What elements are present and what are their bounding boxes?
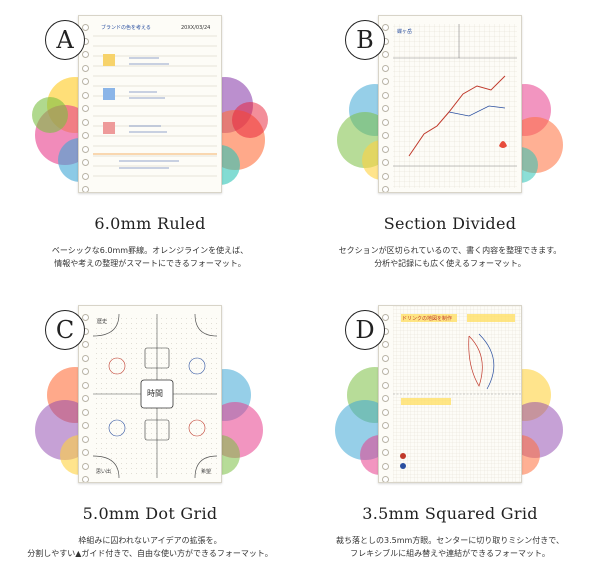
format-letter-badge: B [345, 20, 385, 60]
ruled-lines [93, 35, 217, 177]
description-line-1: ベーシックな6.0mm罫線。オレンジラインを使えば、 [51, 246, 249, 255]
panel-c: C 時間 歴史 思い出 希望 5.0mm Dot Grid 枠組みに囚われないア… [0, 290, 300, 580]
format-title: 6.0mm Ruled [94, 214, 206, 233]
format-letter-badge: D [345, 310, 385, 350]
page-heading: ブランドの色を考える [101, 25, 151, 31]
format-description: 裁ち落としの3.5mm方眼。センターに切り取りミシン付きで、 フレキシブルに組み… [300, 534, 600, 560]
binder-holes [82, 24, 89, 192]
binder-holes [82, 314, 89, 482]
description-line-1: セクションが区切られているので、書く内容を整理できます。 [338, 246, 562, 255]
section-grid [393, 24, 517, 188]
format-letter-badge: C [45, 310, 85, 350]
notebook-page-section: 蝶ヶ岳 [378, 15, 522, 193]
corner-label-bottom-right: 希望 [201, 469, 212, 475]
format-description: ベーシックな6.0mm罫線。オレンジラインを使えば、 情報や考えの整理がスマート… [0, 244, 300, 270]
corner-label-top-left: 歴史 [97, 319, 108, 325]
description-line-2: フレキシブルに組み替えや連結ができるフォーマット。 [350, 549, 550, 558]
binder-holes [382, 24, 389, 192]
panel-d: D ドリンクの地図を制作 3.5mm Squared Grid 裁ち落としの3.… [300, 290, 600, 580]
notebook-page-dotgrid: 時間 歴史 思い出 希望 [78, 305, 222, 483]
panel-a: A ブランドの色を考える 20XX/03/24 6.0mm Ruled ベーシッ… [0, 0, 300, 290]
format-title: 3.5mm Squared Grid [362, 504, 538, 523]
format-description: セクションが区切られているので、書く内容を整理できます。 分析や記録にも広く使え… [300, 244, 600, 270]
page-date: 20XX/03/24 [181, 25, 211, 31]
description-line-2: 分割しやすい▲ガイド付きで、自由な使い方ができるフォーマット。 [27, 549, 273, 558]
format-letter-badge: A [45, 20, 85, 60]
format-description: 枠組みに囚われないアイデアの拡張を。 分割しやすい▲ガイド付きで、自由な使い方が… [0, 534, 300, 560]
description-line-1: 枠組みに囚われないアイデアの拡張を。 [78, 536, 222, 545]
description-line-2: 情報や考えの整理がスマートにできるフォーマット。 [54, 259, 246, 268]
squared-grid [393, 306, 521, 482]
format-title: 5.0mm Dot Grid [82, 504, 218, 523]
notebook-page-ruled: ブランドの色を考える 20XX/03/24 [78, 15, 222, 193]
page-heading: 蝶ヶ岳 [397, 29, 413, 35]
notebook-page-squared: ドリンクの地図を制作 [378, 305, 522, 483]
binder-holes [382, 314, 389, 482]
center-label: 時間 [147, 389, 163, 398]
description-line-2: 分析や記録にも広く使えるフォーマット。 [374, 259, 526, 268]
corner-label-bottom-left: 思い出 [96, 469, 112, 475]
description-line-1: 裁ち落としの3.5mm方眼。センターに切り取りミシン付きで、 [336, 536, 564, 545]
format-title: Section Divided [383, 214, 517, 233]
panel-b: B 蝶ヶ岳 Section Divided セクションが区切られているので、書く… [300, 0, 600, 290]
dot-grid-drawing [92, 313, 218, 479]
page-heading: ドリンクの地図を制作 [402, 316, 453, 322]
